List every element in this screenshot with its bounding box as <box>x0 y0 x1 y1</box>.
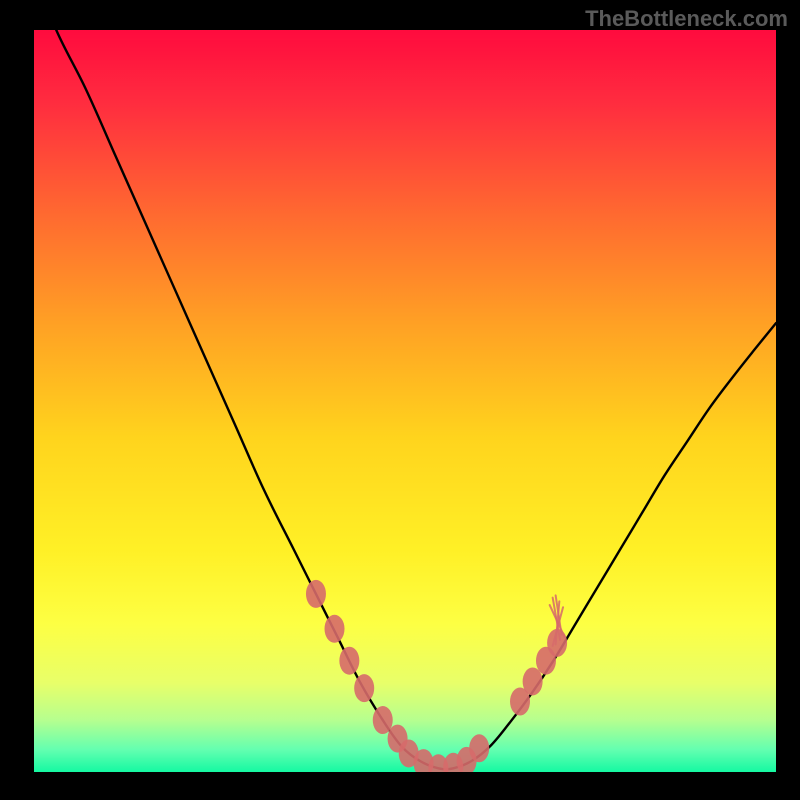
curve-marker <box>339 647 359 675</box>
curve-marker <box>469 734 489 762</box>
curve-marker <box>547 629 567 657</box>
bottleneck-curve-plot <box>0 0 800 800</box>
curve-marker <box>354 674 374 702</box>
curve-marker <box>523 667 543 695</box>
chart-stage: TheBottleneck.com <box>0 0 800 800</box>
plot-background-gradient <box>34 30 776 772</box>
curve-marker <box>325 615 345 643</box>
watermark-text: TheBottleneck.com <box>585 6 788 32</box>
curve-marker <box>306 580 326 608</box>
curve-marker <box>373 706 393 734</box>
